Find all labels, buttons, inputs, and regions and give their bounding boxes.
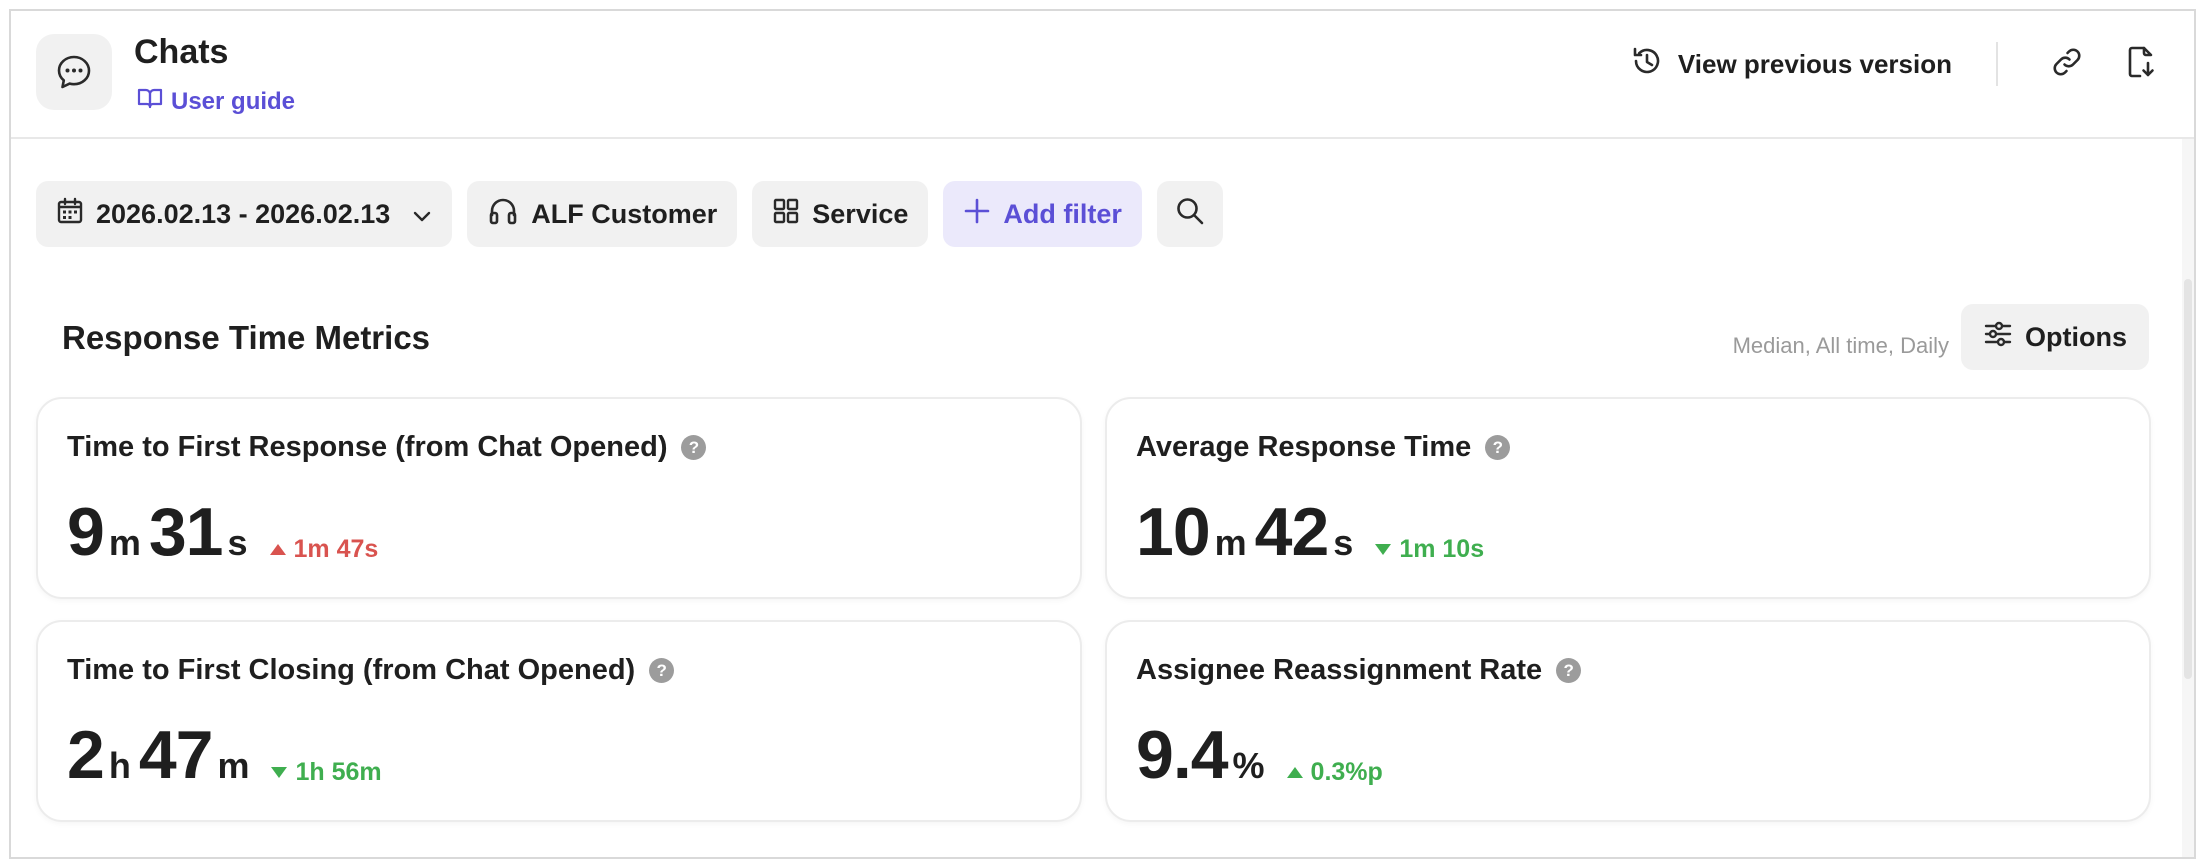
triangle-up-icon [269,544,286,555]
metric-card-title: Average Response Time ? [1136,431,1511,464]
filter-bar: 2026.02.13 - 2026.02.13 ALF Customer [36,181,1223,247]
metric-unit: m [1214,522,1247,563]
calendar-icon [56,197,84,232]
date-range-filter[interactable]: 2026.02.13 - 2026.02.13 [36,181,453,247]
customer-filter[interactable]: ALF Customer [467,181,738,247]
metric-number: 31 [148,494,224,570]
customer-filter-label: ALF Customer [531,198,718,229]
search-button[interactable] [1156,181,1223,247]
triangle-up-icon [1286,767,1303,778]
metric-title-text: Time to First Closing (from Chat Opened) [67,654,636,686]
metric-number: 9.4 [1136,717,1229,793]
metric-title-text: Average Response Time [1136,431,1472,463]
metric-number: 10 [1136,494,1211,570]
user-guide-link[interactable]: User guide [137,87,295,116]
metric-delta: 0.3%p [1286,758,1383,787]
page-header: Chats User guide View previous [11,11,2194,139]
metric-unit: m [108,522,141,563]
view-previous-version-button[interactable]: View previous version [1614,37,1968,91]
plus-icon [963,197,991,232]
export-file-button[interactable] [2114,37,2168,91]
link-icon [2051,46,2083,83]
metric-card-first-closing: Time to First Closing (from Chat Opened)… [36,620,1082,822]
metric-delta-value: 0.3%p [1310,758,1383,786]
view-previous-version-label: View previous version [1677,48,1952,79]
history-icon [1630,44,1664,85]
file-download-icon [2126,45,2156,84]
date-range-label: 2026.02.13 - 2026.02.13 [96,198,391,229]
metric-delta: 1h 56m [271,758,382,787]
chat-bubble-icon [36,34,112,110]
section-settings-summary: Median, All time, Daily [1732,333,1949,358]
metric-unit: m [217,745,250,786]
copy-link-button[interactable] [2040,37,2094,91]
service-filter[interactable]: Service [752,181,929,247]
options-button[interactable]: Options [1961,304,2149,370]
chevron-down-icon [412,199,432,230]
header-actions: View previous version [1614,37,2168,91]
metric-card-average-response: Average Response Time ? 10 m 42 s 1m 10s [1105,397,2151,599]
triangle-down-icon [271,767,288,778]
metric-card-first-response: Time to First Response (from Chat Opened… [36,397,1082,599]
metric-delta-value: 1h 56m [295,758,382,786]
metric-title-text: Assignee Reassignment Rate [1136,654,1543,686]
scrollbar-thumb[interactable] [2184,279,2192,679]
add-filter-button[interactable]: Add filter [943,181,1142,247]
dashboard-window: Chats User guide View previous [9,9,2196,859]
metric-number: 9 [67,494,105,570]
metric-value: 9.4 % 0.3%p [1136,716,1383,794]
help-icon[interactable]: ? [1485,435,1511,460]
service-filter-label: Service [812,198,909,229]
help-icon[interactable]: ? [681,435,707,460]
metric-card-reassignment-rate: Assignee Reassignment Rate ? 9.4 % 0.3%p [1105,620,2151,822]
book-icon [137,87,163,116]
add-filter-label: Add filter [1003,198,1122,229]
grid-icon [772,197,800,232]
metric-unit: h [108,745,131,786]
metric-card-title: Assignee Reassignment Rate ? [1136,654,1582,687]
metric-value: 2 h 47 m 1h 56m [67,716,382,794]
metric-number: 47 [138,717,214,793]
metric-delta-value: 1m 10s [1399,535,1485,563]
help-icon[interactable]: ? [649,658,675,683]
metric-unit: % [1232,745,1265,786]
metric-card-title: Time to First Response (from Chat Opened… [67,431,707,464]
page-title: Chats [134,33,229,71]
search-icon [1174,195,1206,234]
metric-card-title: Time to First Closing (from Chat Opened)… [67,654,675,687]
header-divider [1996,42,1998,86]
metric-unit: s [1333,522,1354,563]
triangle-down-icon [1375,544,1392,555]
metric-delta-value: 1m 47s [293,535,379,563]
user-guide-label: User guide [171,87,296,115]
metric-delta: 1m 10s [1375,535,1484,564]
options-label: Options [2025,321,2127,352]
headset-icon [487,195,519,234]
metric-title-text: Time to First Response (from Chat Opened… [67,431,668,463]
sliders-icon [1983,319,2013,356]
metric-value: 9 m 31 s 1m 47s [67,493,378,571]
metric-unit: s [227,522,248,563]
metric-number: 42 [1254,494,1330,570]
metric-value: 10 m 42 s 1m 10s [1136,493,1484,571]
metric-number: 2 [67,717,105,793]
section-title: Response Time Metrics [62,319,431,356]
metric-delta: 1m 47s [269,535,379,564]
scrollbar[interactable] [2182,139,2194,857]
help-icon[interactable]: ? [1556,658,1582,683]
